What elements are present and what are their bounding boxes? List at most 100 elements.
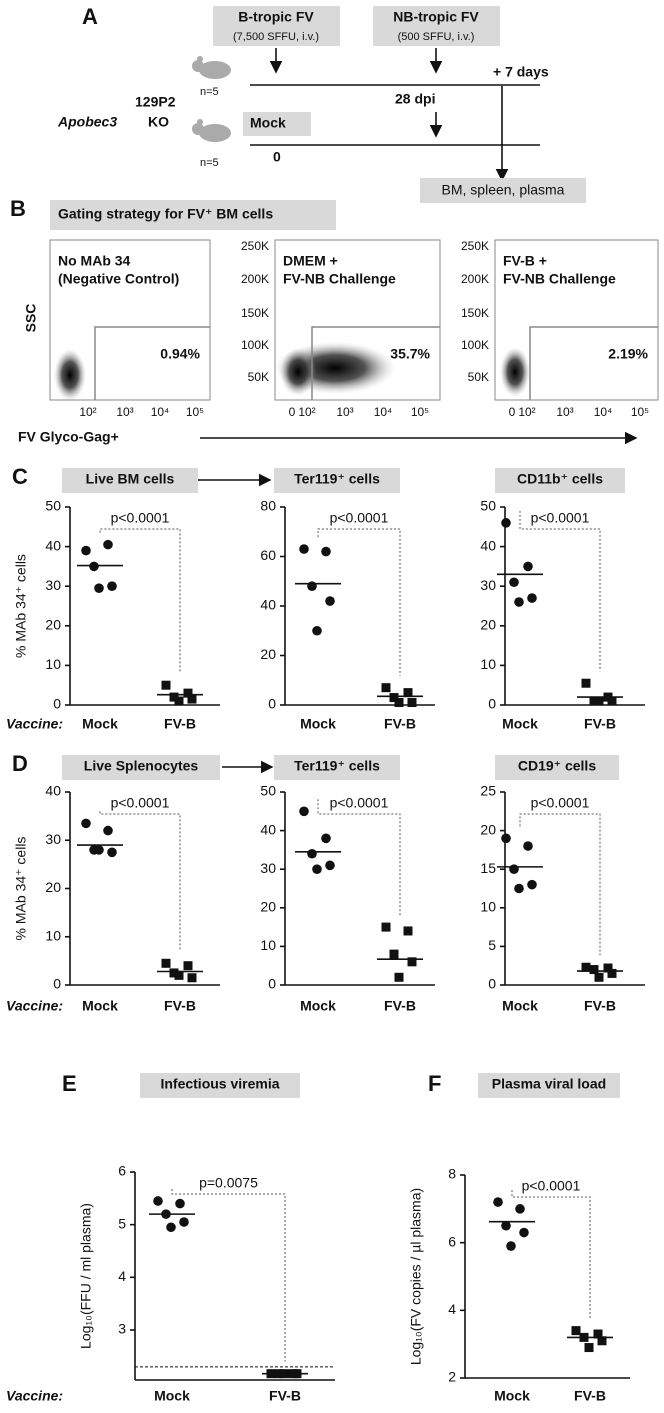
title-box bbox=[478, 1073, 620, 1098]
nb-tropic-dose: (500 SFFU, i.v.) bbox=[398, 31, 475, 43]
x-tick-label: 10² bbox=[79, 405, 96, 419]
point bbox=[581, 678, 591, 688]
point bbox=[94, 845, 104, 855]
x-tick-label: 10² bbox=[298, 405, 315, 419]
point bbox=[312, 625, 322, 636]
label-box bbox=[420, 178, 586, 203]
plot-frame bbox=[494, 239, 659, 401]
p-value: p<0.0001 bbox=[531, 795, 590, 811]
density bbox=[500, 347, 530, 397]
y-tick-label: 100K bbox=[461, 338, 489, 352]
point bbox=[299, 544, 309, 554]
point bbox=[589, 965, 599, 975]
gate-value: 35.7% bbox=[390, 346, 430, 362]
x-tick-label: 10³ bbox=[116, 405, 133, 419]
y-tick-label: 5 bbox=[488, 937, 496, 953]
point bbox=[527, 879, 537, 890]
row-label: Vaccine: bbox=[6, 1388, 63, 1404]
x-tick-label: 10⁵ bbox=[631, 405, 649, 419]
y-tick-label: 10 bbox=[260, 937, 276, 953]
point bbox=[493, 1197, 503, 1207]
point bbox=[571, 1326, 581, 1336]
panel-letter: C bbox=[12, 464, 28, 489]
title-box bbox=[495, 755, 619, 780]
title-box bbox=[62, 755, 220, 780]
point bbox=[594, 972, 604, 982]
y-tick-label: 50 bbox=[45, 498, 61, 514]
point bbox=[589, 696, 599, 706]
y-tick-label: 100K bbox=[241, 338, 269, 352]
point bbox=[312, 864, 322, 874]
day-zero: 0 bbox=[273, 149, 281, 165]
y-tick-label: 2 bbox=[448, 1369, 456, 1385]
p-value: p<0.0001 bbox=[330, 510, 389, 526]
point bbox=[166, 1222, 176, 1233]
x-tick-label: 10⁴ bbox=[151, 405, 170, 419]
point bbox=[325, 860, 335, 871]
x-tick-label: 10³ bbox=[336, 405, 353, 419]
p-value: p<0.0001 bbox=[111, 795, 170, 811]
point bbox=[607, 696, 617, 706]
x-tick-label: Mock bbox=[82, 716, 118, 732]
x-tick-label: Mock bbox=[502, 998, 538, 1014]
point bbox=[389, 693, 399, 703]
panel-b: B Gating strategy for FV⁺ BM cells SSC F… bbox=[10, 196, 638, 445]
y-tick-label: 30 bbox=[45, 831, 61, 847]
chart-title: Plasma viral load bbox=[492, 1076, 606, 1092]
x-tick-label: 10⁴ bbox=[594, 405, 613, 419]
x-tick-label: FV-B bbox=[164, 998, 196, 1014]
y-tick-label: 3 bbox=[118, 1321, 126, 1337]
y-tick-label: 50K bbox=[468, 370, 489, 384]
p-value: p<0.0001 bbox=[111, 510, 170, 526]
point bbox=[179, 1217, 189, 1227]
significance-bracket bbox=[519, 510, 601, 672]
point bbox=[307, 581, 317, 591]
significance-bracket bbox=[317, 528, 401, 676]
b-tropic-dose: (7,500 SFFU, i.v.) bbox=[233, 31, 319, 43]
point bbox=[174, 970, 184, 980]
y-tick-label: 20 bbox=[260, 646, 276, 662]
point bbox=[183, 688, 193, 698]
chart-title: Live BM cells bbox=[86, 471, 175, 487]
chart-title: Ter119⁺ cells bbox=[294, 471, 380, 487]
x-tick-label: 0 bbox=[509, 405, 516, 419]
point bbox=[594, 696, 604, 706]
y-tick-label: 150K bbox=[461, 306, 489, 320]
point bbox=[389, 949, 399, 959]
point bbox=[407, 957, 417, 967]
chart-title: CD11b⁺ cells bbox=[517, 471, 603, 487]
x-tick-label: FV-B bbox=[584, 998, 616, 1014]
significance-bracket bbox=[99, 528, 181, 674]
y-tick-label: 30 bbox=[45, 577, 61, 593]
chart-title: Live Splenocytes bbox=[84, 758, 199, 774]
plus-days: + 7 days bbox=[493, 64, 549, 80]
x-label: FV Glyco-Gag+ bbox=[18, 429, 119, 445]
x-tick-label: FV-B bbox=[269, 1388, 301, 1404]
y-tick-label: 10 bbox=[480, 656, 496, 672]
point bbox=[169, 692, 179, 702]
point bbox=[103, 539, 113, 550]
point bbox=[581, 962, 591, 972]
point bbox=[501, 1220, 511, 1231]
point bbox=[81, 818, 91, 829]
x-tick-label: Mock bbox=[502, 716, 538, 732]
point bbox=[161, 680, 171, 690]
y-tick-label: 50K bbox=[248, 370, 269, 384]
y-tick-label: 0 bbox=[488, 696, 496, 712]
point bbox=[187, 973, 197, 983]
point bbox=[307, 848, 317, 859]
b-tropic: B-tropic FV bbox=[238, 9, 314, 25]
point bbox=[523, 841, 533, 851]
y-tick-label: 15 bbox=[480, 860, 496, 876]
plot-frame bbox=[274, 239, 441, 401]
mock: Mock bbox=[250, 115, 286, 131]
y-tick-label: 20 bbox=[45, 879, 61, 895]
title-box bbox=[274, 755, 400, 780]
y-tick-label: 6 bbox=[118, 1163, 126, 1179]
y-tick-label: 20 bbox=[480, 821, 496, 837]
p-value: p<0.0001 bbox=[330, 795, 389, 811]
n-label: n=5 bbox=[200, 157, 219, 169]
y-tick-label: 150K bbox=[241, 306, 269, 320]
y-tick-label: 4 bbox=[448, 1301, 456, 1317]
